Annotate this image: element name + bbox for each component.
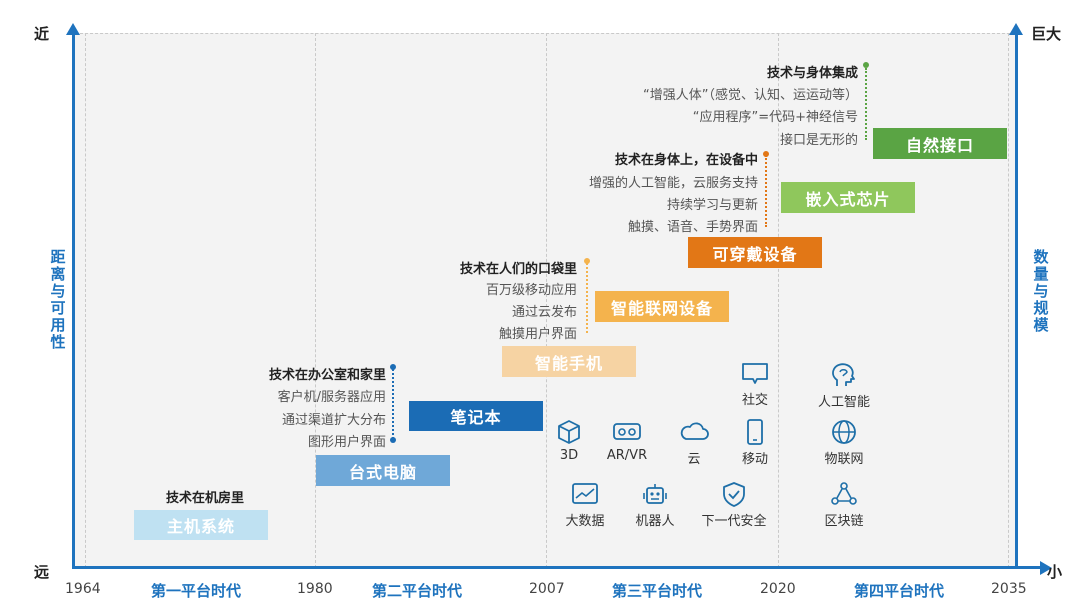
annotation-dot [763, 151, 769, 157]
left-axis [72, 34, 75, 569]
tech-label: 下一代安全 [701, 514, 767, 529]
annotation-line: 通过云发布 [511, 305, 577, 320]
device-box-desktop: 台式电脑 [316, 455, 450, 486]
era-label: 第二平台时代 [372, 582, 463, 600]
tech-item-mobile: 移动 [715, 419, 795, 467]
device-box-mainframe: 主机系统 [134, 510, 268, 540]
annotation-header: 技术与身体集成 [766, 66, 858, 81]
year-label: 2035 [991, 581, 1027, 597]
annotation-line: 图形用户界面 [307, 435, 386, 450]
plot-area [75, 33, 1015, 568]
annotation-line: 接口是无形的 [779, 133, 858, 148]
device-box-smartphone: 智能手机 [502, 346, 636, 377]
tech-label: 3D [559, 448, 579, 463]
tech-label: 机器人 [635, 514, 675, 529]
annotation-connector [765, 155, 767, 227]
annotation-line: 通过渠道扩大分布 [281, 413, 386, 428]
right-axis [1015, 34, 1018, 569]
annotation-header: 技术在身体上，在设备中 [614, 153, 758, 168]
cloud-icon [680, 422, 709, 440]
tech-item-social: 社交 [715, 362, 795, 408]
tech-item-blockchain: 区块链 [804, 481, 884, 529]
right-axis-arrow-icon [1009, 23, 1023, 35]
grid-line-top [75, 33, 1015, 34]
left-axis-title: 距离与可用性 [50, 248, 66, 351]
tech-label: 云 [687, 452, 701, 467]
annotation-line: 百万级移动应用 [485, 283, 577, 298]
mobile-phone-icon [747, 419, 763, 445]
label-small: 小 [1047, 563, 1063, 581]
annotation-connector [586, 263, 588, 333]
right-axis-title: 数量与规模 [1033, 248, 1049, 334]
left-axis-arrow-icon [66, 23, 80, 35]
grid-line [1008, 33, 1009, 568]
tech-item-arvr: AR/VR [587, 419, 667, 463]
year-label: 2020 [760, 581, 796, 597]
annotation-line: “增强人体”（感觉、认知、运运动等） [643, 88, 858, 103]
grid-line [546, 33, 547, 568]
device-box-laptop: 笔记本 [409, 401, 543, 431]
tech-item-3d: 3D [529, 419, 609, 463]
annotation-line: 触摸、语音、手势界面 [627, 220, 758, 235]
tech-label: 大数据 [565, 514, 605, 529]
annotation-dot [390, 364, 396, 370]
shield-check-icon [723, 482, 745, 507]
time-axis-arrow-icon [1040, 561, 1052, 575]
device-box-wearable: 可穿戴设备 [688, 237, 822, 268]
annotation-line: 客户机/服务器应用 [277, 390, 386, 405]
time-axis [72, 566, 1042, 569]
year-label: 2007 [529, 581, 565, 597]
year-label: 1964 [65, 581, 101, 597]
tech-item-robot: 机器人 [615, 481, 695, 529]
tech-item-iot: 物联网 [804, 419, 884, 467]
annotation-header: 技术在机房里 [165, 491, 244, 506]
tech-label: AR/VR [606, 448, 648, 463]
tech-item-cloud: 云 [654, 419, 734, 467]
device-box-smart-connected: 智能联网设备 [595, 291, 729, 322]
grid-line [778, 33, 779, 568]
label-huge: 巨大 [1031, 25, 1062, 43]
annotation-line: 触摸用户界面 [498, 327, 577, 342]
era-label: 第四平台时代 [854, 582, 945, 600]
brain-head-icon [832, 363, 855, 386]
globe-icon [832, 420, 856, 444]
tech-label: 区块链 [824, 514, 864, 529]
annotation-connector [392, 369, 394, 439]
device-box-embedded-chip: 嵌入式芯片 [781, 182, 915, 213]
grid-line [315, 33, 316, 568]
era-label: 第一平台时代 [151, 582, 242, 600]
annotation-dot [390, 437, 396, 443]
blockchain-icon [831, 482, 857, 505]
grid-line [85, 33, 86, 568]
label-near: 近 [34, 25, 50, 43]
annotation-line: 增强的人工智能，云服务支持 [588, 176, 758, 191]
annotation-connector [865, 68, 867, 140]
robot-icon [643, 484, 667, 504]
device-box-natural-interface: 自然接口 [873, 128, 1007, 159]
tech-item-big-data: 大数据 [545, 481, 625, 529]
tech-item-ai: 人工智能 [804, 362, 884, 410]
tech-label: 物联网 [824, 452, 864, 467]
cube-icon [558, 420, 580, 444]
tech-label: 移动 [741, 452, 768, 467]
vr-goggles-icon [613, 423, 641, 440]
annotation-header: 技术在人们的口袋里 [459, 262, 577, 277]
label-far: 远 [34, 563, 50, 581]
year-label: 1980 [297, 581, 333, 597]
chat-bubble-icon [742, 363, 768, 384]
annotation-dot [863, 62, 869, 68]
annotation-dot [584, 258, 590, 264]
tech-label: 社交 [741, 393, 768, 408]
data-chart-icon [572, 483, 598, 504]
annotation-line: “应用程序”=代码+神经信号 [692, 110, 858, 125]
tech-label: 人工智能 [817, 395, 870, 410]
tech-item-security: 下一代安全 [694, 481, 774, 529]
annotation-line: 持续学习与更新 [666, 198, 758, 213]
era-label: 第三平台时代 [612, 582, 703, 600]
annotation-header: 技术在办公室和家里 [268, 368, 386, 383]
